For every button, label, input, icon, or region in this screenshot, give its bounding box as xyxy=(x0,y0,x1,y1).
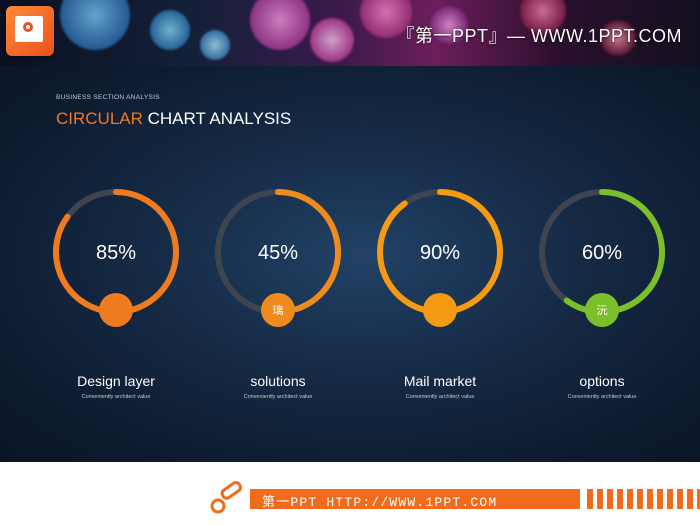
donut-sublabel-1: Conveniently architect value xyxy=(82,394,151,400)
footer-stripes xyxy=(587,489,700,509)
slide-panel: 85% Design layer Conveniently architect va… xyxy=(0,66,700,462)
donut-percent-3: 90% xyxy=(420,242,460,264)
footer: 第一PPT HTTP://WWW.1PPT.COM xyxy=(0,462,700,525)
donut-sublabel-3: Conveniently architect value xyxy=(406,394,475,400)
donut-marker-glyph-4: 沅 xyxy=(597,304,608,317)
donut-sublabel-2: Conveniently architect value xyxy=(244,394,313,400)
donut-sublabel-4: Conveniently architect value xyxy=(568,394,637,400)
powerpoint-logo-icon xyxy=(6,6,54,56)
donut-percent-4: 60% xyxy=(582,242,622,264)
donut-percent-1: 85% xyxy=(96,242,136,264)
donut-label-2: solutions xyxy=(250,373,305,389)
footer-url: 第一PPT HTTP://WWW.1PPT.COM xyxy=(262,495,498,510)
donut-label-4: options xyxy=(579,373,624,389)
donut-marker-3 xyxy=(423,293,457,327)
donut-marker-1 xyxy=(99,293,133,327)
title-rest: CHART ANALYSIS xyxy=(142,109,292,128)
donut-label-3: Mail market xyxy=(404,373,476,389)
brand-text: 『第一PPT』— WWW.1PPT.COM xyxy=(396,26,682,46)
donut-marker-glyph-2: 璃 xyxy=(273,303,284,317)
donut-marker-4 xyxy=(585,293,619,327)
donut-marker-2 xyxy=(261,293,295,327)
donut-arc-2 xyxy=(275,189,341,313)
donut-label-1: Design layer xyxy=(77,373,155,389)
donut-percent-2: 45% xyxy=(258,242,298,264)
pencil-icon xyxy=(210,481,242,514)
slide-title: CIRCULAR CHART ANALYSIS xyxy=(56,109,291,129)
footer-bar xyxy=(250,489,580,509)
header-banner: 『第一PPT』— WWW.1PPT.COM xyxy=(0,0,700,66)
section-kicker: BUSINESS SECTION ANALYSIS xyxy=(56,94,160,101)
donut-arc-1 xyxy=(53,189,179,315)
title-accent: CIRCULAR xyxy=(56,109,143,128)
donut-arc-3 xyxy=(377,189,503,315)
circular-chart: 85% Design layer Conveniently architect va… xyxy=(53,189,665,400)
